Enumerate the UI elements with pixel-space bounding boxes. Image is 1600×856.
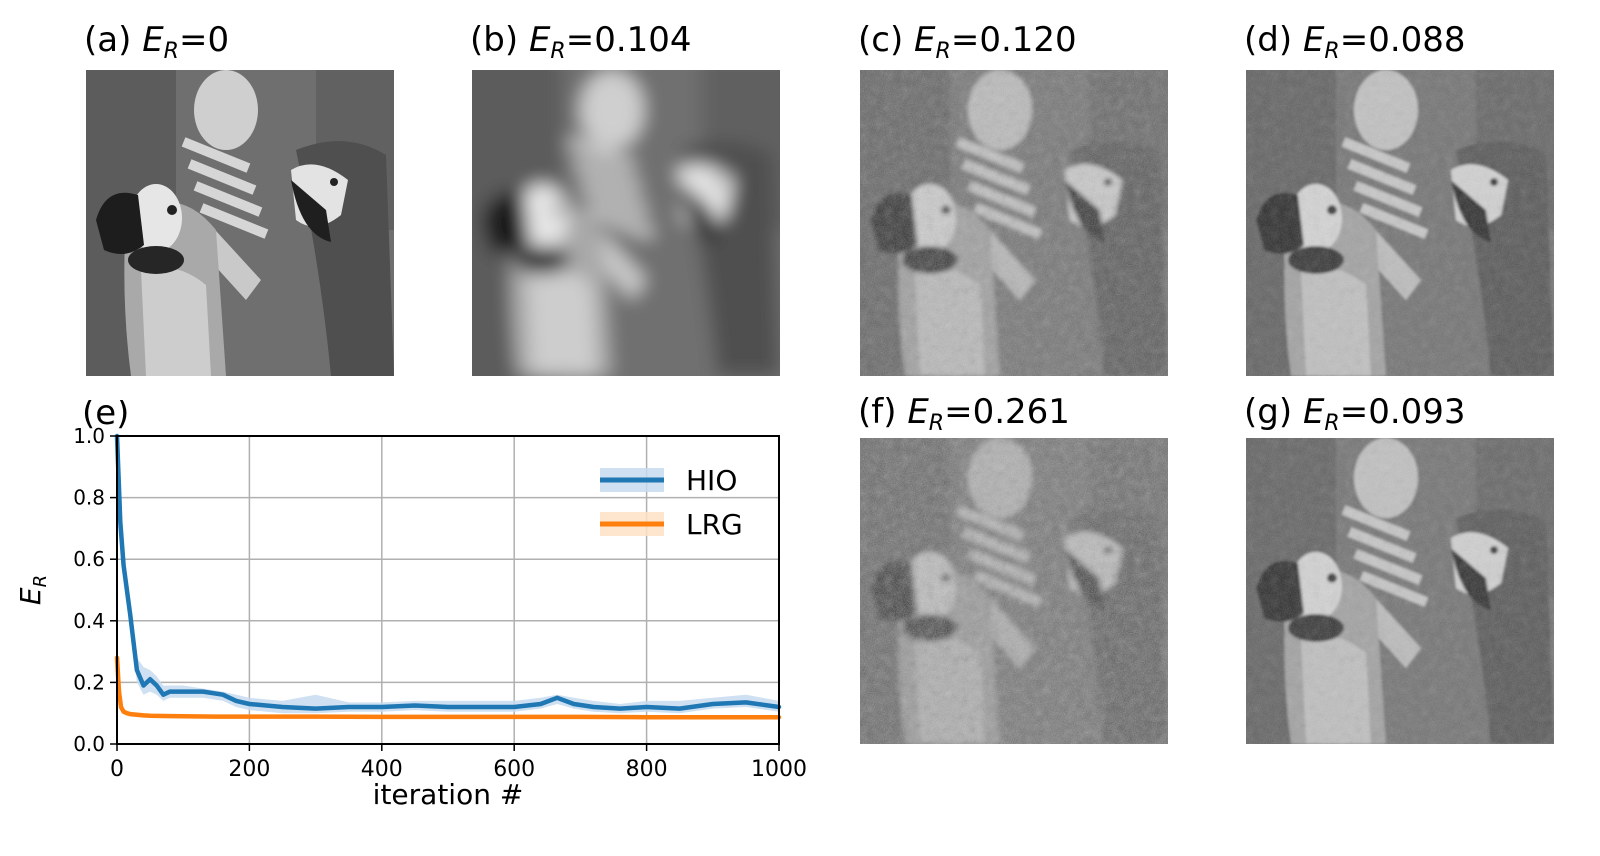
panel-value: =0.104 <box>565 20 692 60</box>
parrot-image-d <box>1246 70 1554 376</box>
panel-letter: (g) <box>1244 392 1293 432</box>
chart-panel-label: (e) <box>82 400 129 433</box>
panel-title-c: (c) ER=0.120 <box>858 20 1077 72</box>
legend-label-lrg: LRG <box>686 508 743 541</box>
x-tick-label: 400 <box>361 757 403 782</box>
panel-subscript: R <box>928 411 945 436</box>
parrot-image-a <box>86 70 394 376</box>
legend-label-hio: HIO <box>686 464 737 497</box>
y-tick-label: 0.6 <box>73 547 105 571</box>
y-tick-label: 0.8 <box>73 486 105 510</box>
x-tick-label: 600 <box>493 757 535 782</box>
panel-title-g: (g) ER=0.093 <box>1244 392 1466 444</box>
panel-title-b: (b) ER=0.104 <box>470 20 692 72</box>
panel-letter: (b) <box>470 20 519 60</box>
panel-symbol: E <box>914 20 936 60</box>
y-tick-label: 0.2 <box>73 670 105 694</box>
y-axis-subscript: R <box>30 575 51 588</box>
y-tick-label: 0.4 <box>73 609 105 633</box>
panel-subscript: R <box>935 39 951 64</box>
panel-letter: (a) <box>84 20 132 60</box>
svg-text:ER: ER <box>14 575 51 605</box>
panel-value: =0.088 <box>1339 20 1466 60</box>
y-axis-symbol: E <box>14 587 47 605</box>
series-line-hio <box>114 433 782 711</box>
chart-lines <box>114 433 782 720</box>
panel-title-f: (f) ER=0.261 <box>858 392 1070 444</box>
parrot-image-f <box>860 438 1168 744</box>
y-tick-label: 1.0 <box>73 424 105 448</box>
y-tick-label: 0.0 <box>73 732 105 756</box>
panel-title-d: (d) ER=0.088 <box>1244 20 1466 72</box>
panel-letter: (c) <box>858 20 904 60</box>
parrot-image-g <box>1246 438 1554 744</box>
panel-subscript: R <box>163 39 179 64</box>
convergence-chart: (e) 0 200 400 600 800 10000.00.20.40.60.81.0 … <box>14 400 807 811</box>
x-axis-label: iteration # <box>373 778 524 811</box>
x-tick-label: 1000 <box>751 757 807 782</box>
panel-value: =0.261 <box>944 392 1070 432</box>
panel-symbol: E <box>907 392 929 432</box>
plot-frame <box>116 435 780 745</box>
panel-letter: (f) <box>858 392 897 432</box>
y-axis-label: ER <box>14 575 51 605</box>
panel-title-a: (a) ER=0 <box>84 20 229 72</box>
panel-symbol: E <box>1302 392 1325 432</box>
chart-ticks: 0 200 400 600 800 1000 0.0 0.2 0.4 0.6 0.8 1.0 <box>73 424 807 782</box>
parrot-image-c <box>860 70 1168 376</box>
chart-bands <box>117 436 779 719</box>
panel-subscript: R <box>550 39 566 64</box>
band-hio <box>117 436 779 714</box>
series-line-lrg <box>114 655 782 720</box>
panel-symbol: E <box>528 20 551 60</box>
parrot-image-b <box>472 70 780 376</box>
panel-value: =0.093 <box>1339 392 1466 432</box>
panel-symbol: E <box>142 20 164 60</box>
panel-symbol: E <box>1302 20 1325 60</box>
x-tick-label: 200 <box>228 757 270 782</box>
x-tick-label: 800 <box>626 757 668 782</box>
panel-subscript: R <box>1324 39 1340 64</box>
panel-letter: (d) <box>1244 20 1293 60</box>
panel-subscript: R <box>1324 411 1340 436</box>
panel-value: =0 <box>178 20 230 60</box>
x-tick-label: 0 <box>110 757 124 782</box>
chart-legend: HIO LRG <box>600 464 743 541</box>
panel-value: =0.120 <box>950 20 1077 60</box>
